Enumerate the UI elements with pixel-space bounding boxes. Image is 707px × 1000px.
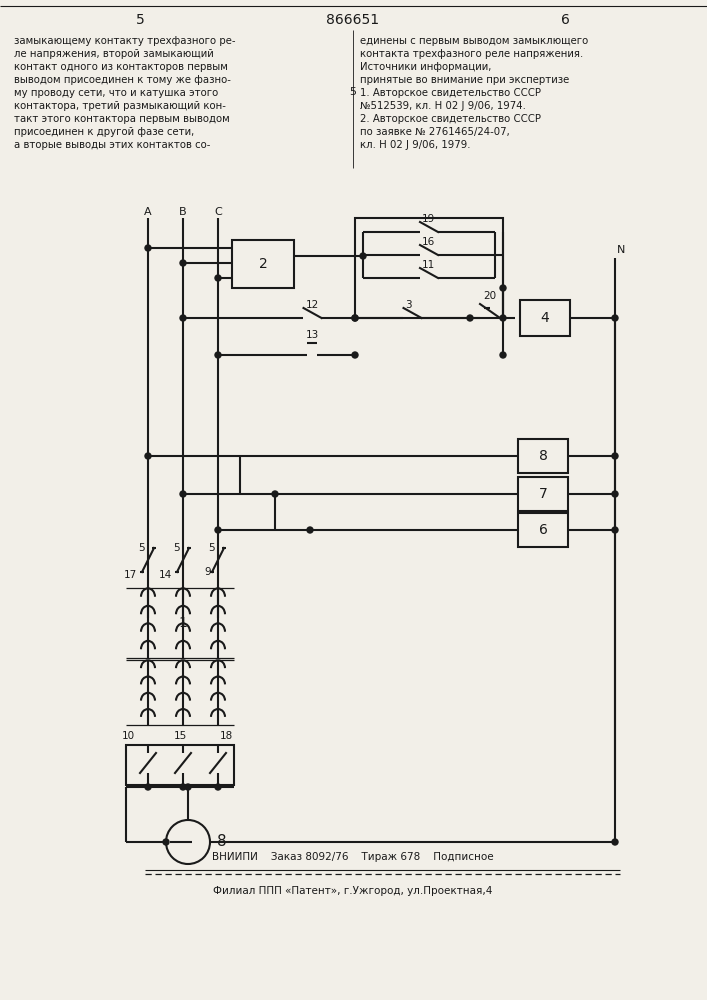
Text: присоединен к другой фазе сети,: присоединен к другой фазе сети, [14, 127, 194, 137]
Circle shape [185, 784, 191, 790]
Circle shape [145, 245, 151, 251]
Text: Филиал ППП «Патент», г.Ужгород, ул.Проектная,4: Филиал ППП «Патент», г.Ужгород, ул.Проек… [214, 886, 493, 896]
Circle shape [352, 315, 358, 321]
Text: принятые во внимание при экспертизе: принятые во внимание при экспертизе [360, 75, 569, 85]
Text: 7: 7 [539, 487, 547, 501]
Text: 20: 20 [484, 291, 496, 301]
Text: Источники информации,: Источники информации, [360, 62, 491, 72]
Text: 12: 12 [305, 300, 319, 310]
Text: 866651: 866651 [327, 13, 380, 27]
Circle shape [180, 491, 186, 497]
Circle shape [145, 784, 151, 790]
Circle shape [612, 491, 618, 497]
Circle shape [215, 352, 221, 358]
Text: N: N [617, 245, 626, 255]
Text: 4: 4 [541, 311, 549, 325]
Text: 15: 15 [173, 731, 187, 741]
Text: 1: 1 [179, 616, 187, 630]
Circle shape [612, 453, 618, 459]
Circle shape [163, 839, 169, 845]
Text: 5: 5 [139, 543, 145, 553]
Bar [518, 477, 568, 511]
Text: №512539, кл. Н 02 J 9/06, 1974.: №512539, кл. Н 02 J 9/06, 1974. [360, 101, 526, 111]
Text: 8: 8 [539, 449, 547, 463]
Text: C: C [214, 207, 222, 217]
Text: такт этого контактора первым выводом: такт этого контактора первым выводом [14, 114, 230, 124]
Circle shape [307, 527, 313, 533]
Text: 13: 13 [306, 330, 319, 340]
Circle shape [500, 285, 506, 291]
Text: единены с первым выводом замыклющего: единены с первым выводом замыклющего [360, 36, 588, 46]
Text: 18: 18 [219, 731, 233, 741]
Bar [232, 240, 294, 288]
Circle shape [352, 352, 358, 358]
Text: му проводу сети, что и катушка этого: му проводу сети, что и катушка этого [14, 88, 218, 98]
Text: по заявке № 2761465/24-07,: по заявке № 2761465/24-07, [360, 127, 510, 137]
Text: контакта трехфазного реле напряжения.: контакта трехфазного реле напряжения. [360, 49, 583, 59]
Circle shape [180, 260, 186, 266]
Text: 17: 17 [124, 570, 136, 580]
Bar [126, 745, 234, 785]
Text: ле напряжения, второй замыкающий: ле напряжения, второй замыкающий [14, 49, 214, 59]
Bar [518, 439, 568, 473]
Circle shape [500, 352, 506, 358]
Text: 14: 14 [158, 570, 172, 580]
Text: 5: 5 [209, 543, 215, 553]
Circle shape [352, 315, 358, 321]
Bar [355, 218, 503, 318]
Text: 5: 5 [349, 87, 356, 97]
Text: 11: 11 [422, 260, 436, 270]
Text: A: A [144, 207, 152, 217]
Circle shape [145, 453, 151, 459]
Text: 9: 9 [205, 567, 211, 577]
Text: B: B [179, 207, 187, 217]
Text: 2: 2 [259, 257, 267, 271]
Circle shape [272, 491, 278, 497]
Text: 19: 19 [422, 214, 436, 224]
Text: контактора, третий размыкающий кон-: контактора, третий размыкающий кон- [14, 101, 226, 111]
Text: 5: 5 [173, 543, 180, 553]
Circle shape [215, 527, 221, 533]
Text: 3: 3 [406, 300, 412, 310]
Circle shape [360, 253, 366, 259]
Text: 6: 6 [539, 523, 547, 537]
Text: замыкающему контакту трехфазного ре-: замыкающему контакту трехфазного ре- [14, 36, 235, 46]
Text: а вторые выводы этих контактов со-: а вторые выводы этих контактов со- [14, 140, 211, 150]
Circle shape [180, 784, 186, 790]
Text: 2. Авторское свидетельство СССР: 2. Авторское свидетельство СССР [360, 114, 541, 124]
Bar [518, 513, 568, 547]
Circle shape [500, 315, 506, 321]
Text: ВНИИПИ    Заказ 8092/76    Тираж 678    Подписное: ВНИИПИ Заказ 8092/76 Тираж 678 Подписное [212, 852, 493, 862]
Text: кл. Н 02 J 9/06, 1979.: кл. Н 02 J 9/06, 1979. [360, 140, 470, 150]
Circle shape [612, 315, 618, 321]
Circle shape [467, 315, 473, 321]
Text: 8: 8 [217, 834, 227, 850]
Text: 5: 5 [136, 13, 144, 27]
Text: контакт одного из контакторов первым: контакт одного из контакторов первым [14, 62, 228, 72]
Text: 16: 16 [422, 237, 436, 247]
Bar [520, 300, 570, 336]
Circle shape [180, 315, 186, 321]
Circle shape [612, 527, 618, 533]
Text: выводом присоединен к тому же фазно-: выводом присоединен к тому же фазно- [14, 75, 231, 85]
Text: 1. Авторское свидетельство СССР: 1. Авторское свидетельство СССР [360, 88, 541, 98]
Circle shape [215, 275, 221, 281]
Circle shape [215, 784, 221, 790]
Text: 10: 10 [122, 731, 134, 741]
Circle shape [612, 839, 618, 845]
Text: 6: 6 [561, 13, 569, 27]
